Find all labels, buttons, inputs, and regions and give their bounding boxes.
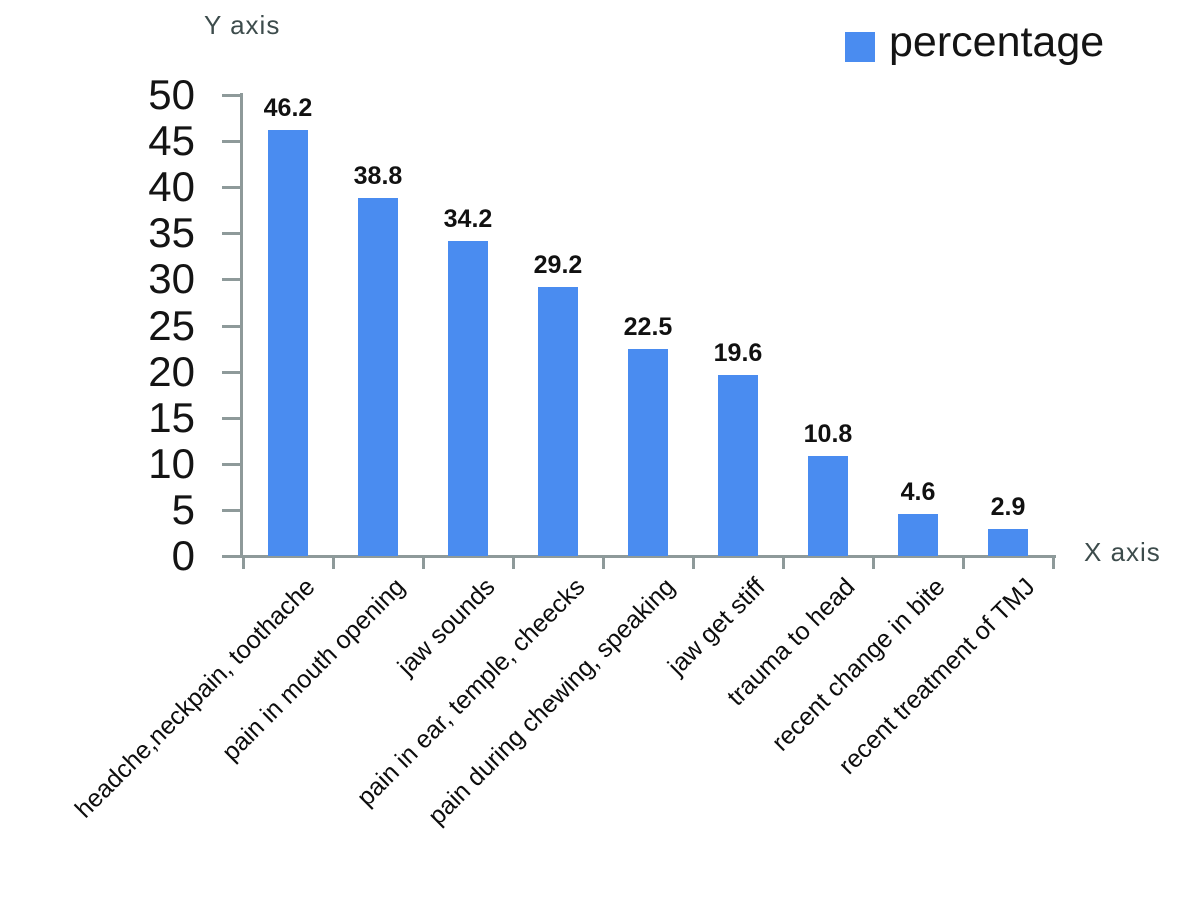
bar — [448, 241, 488, 556]
category-label: pain during chewing, speaking — [422, 572, 681, 831]
bar-value-label: 19.6 — [713, 339, 763, 367]
y-tick-label: 40 — [148, 163, 195, 211]
y-tick-label: 50 — [148, 71, 195, 118]
x-tick — [692, 555, 695, 569]
bar — [538, 287, 578, 556]
x-tick — [242, 555, 245, 569]
y-tick — [222, 462, 240, 466]
y-tick — [222, 186, 240, 190]
y-tick-label: 25 — [148, 301, 195, 349]
category-label: trauma to head — [721, 572, 861, 712]
category-label: pain in mouth opening — [216, 572, 411, 767]
bar-value-label: 34.2 — [443, 205, 493, 233]
y-tick — [222, 94, 240, 97]
category-label: pain in ear, temple, cheecks — [351, 572, 591, 812]
category-label: recent treatment of TMJ — [833, 572, 1041, 780]
y-tick — [222, 232, 240, 236]
y-tick-label: 15 — [148, 393, 195, 441]
bar — [628, 349, 668, 556]
y-axis-line — [240, 93, 243, 558]
category-label: recent change in bite — [766, 572, 951, 757]
bar — [718, 375, 758, 556]
x-tick — [962, 555, 965, 569]
y-tick — [222, 278, 240, 282]
x-tick — [512, 555, 515, 569]
bar-value-label: 2.9 — [990, 493, 1026, 521]
x-tick — [872, 555, 875, 569]
x-tick — [332, 555, 335, 569]
y-tick-label: 5 — [171, 485, 195, 533]
bar — [988, 529, 1028, 556]
y-tick — [222, 508, 240, 512]
y-tick-label: 10 — [148, 439, 195, 487]
y-tick-label: 45 — [148, 117, 195, 165]
x-axis-title: X axis — [1084, 537, 1161, 567]
bar-value-label: 10.8 — [803, 420, 853, 448]
legend-label: percentage — [889, 18, 1105, 66]
y-axis-title: Y axis — [204, 10, 281, 40]
bar-value-label: 29.2 — [533, 251, 583, 279]
x-tick — [422, 555, 425, 569]
x-tick — [782, 555, 785, 569]
y-tick — [222, 370, 240, 374]
bar-value-label: 38.8 — [353, 162, 403, 190]
bar — [268, 130, 308, 556]
bar-value-label: 46.2 — [263, 94, 313, 122]
y-tick — [222, 324, 240, 328]
y-tick-label: 0 — [171, 532, 195, 579]
category-label: jaw get stiff — [662, 572, 771, 681]
x-axis-line — [228, 555, 1056, 558]
bar — [808, 456, 848, 556]
bar — [898, 514, 938, 556]
y-tick-label: 20 — [148, 347, 195, 395]
y-tick-label: 30 — [148, 255, 195, 303]
y-tick — [222, 555, 240, 558]
bar-value-label: 22.5 — [623, 313, 673, 341]
bar-value-label: 4.6 — [900, 478, 936, 506]
x-tick — [1052, 555, 1055, 569]
category-label: jaw sounds — [392, 572, 501, 681]
legend-swatch-icon — [845, 31, 875, 62]
y-tick — [222, 140, 240, 144]
y-tick — [222, 416, 240, 420]
category-label: headche,neckpain, toothache — [69, 572, 321, 824]
bar — [358, 198, 398, 556]
x-tick — [602, 555, 605, 569]
legend: percentage — [845, 18, 1104, 67]
y-tick-label: 35 — [148, 209, 195, 257]
